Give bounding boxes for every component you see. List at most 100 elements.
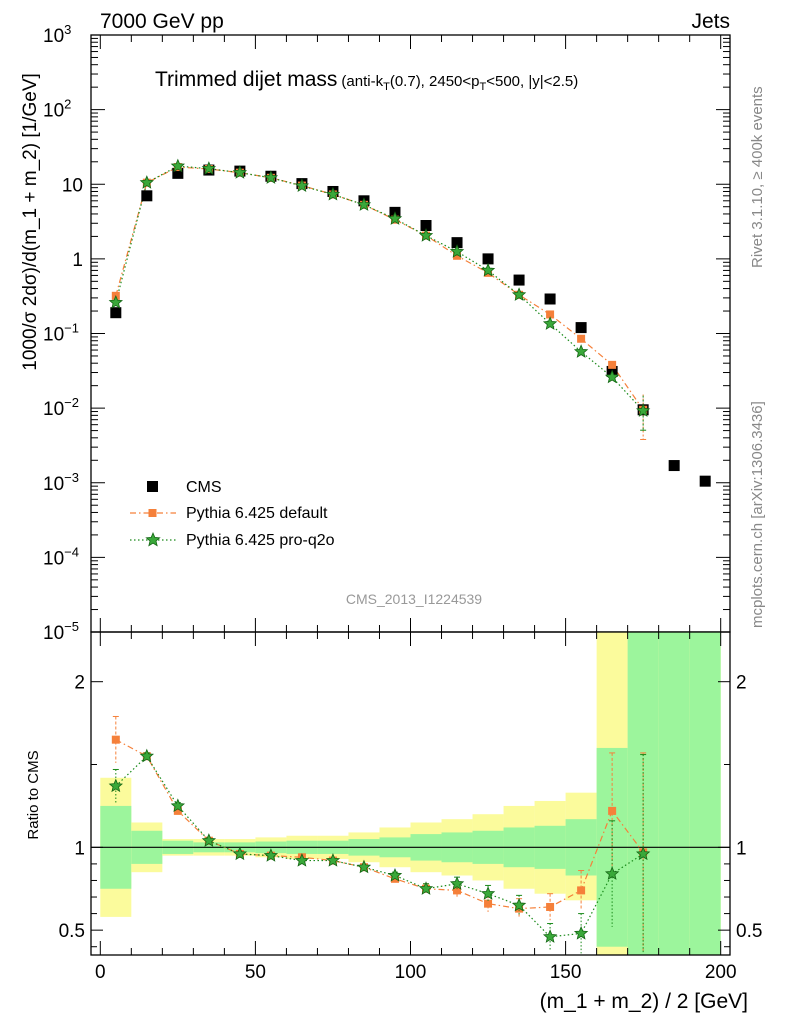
ratio-point-0-11: [453, 886, 462, 895]
xtick-label-3: 150: [550, 962, 582, 983]
cms-point-19: [699, 475, 711, 487]
proq2o-point-14: [542, 316, 558, 330]
cms-point-10: [420, 220, 432, 232]
default-point-16: [608, 360, 617, 369]
ratio-point-1-3: [201, 833, 217, 847]
main-ytick-label-4: 10−1: [43, 321, 79, 346]
proq2o-point-8: [356, 197, 372, 211]
proq2o-point-16: [604, 369, 620, 384]
legend: CMS Pythia 6.425 default Pythia 6.425 pr…: [130, 479, 335, 549]
ratio-point-0-15: [577, 886, 586, 895]
ratio-point-1-14: [542, 929, 558, 943]
proq2o-point-3: [201, 161, 217, 175]
subtitle-part-5: <500, |y|<2.5): [486, 73, 578, 90]
proq2o-point-2: [170, 158, 186, 173]
xtick-label-4: 200: [705, 962, 737, 983]
main-ytick-label-3: 10−2: [43, 395, 79, 420]
chart-subtitle: (anti-kT(0.7), 2450<pT<500, |y|<2.5): [341, 73, 578, 93]
cms-point-11: [451, 237, 463, 249]
ratio-point-1-5: [263, 848, 279, 862]
ratio-point-1-2: [170, 798, 186, 813]
subtitle-part-1: (anti-k: [341, 73, 383, 90]
xtick-label-1: 50: [245, 962, 266, 983]
band-inner-19: [689, 632, 721, 955]
legend-marker-proq2o: [145, 531, 161, 547]
analysis-label: CMS_2013_I1224539: [346, 591, 482, 607]
cms-point-0: [110, 307, 122, 319]
ratio-ytick-label-right-0: 0.5: [736, 921, 762, 942]
ratio-ytick-label-2: 2: [74, 673, 85, 694]
main-ytick-label-7: 102: [43, 97, 71, 122]
main-line-1: [115, 165, 644, 412]
main-ytick-label-2: 10−3: [43, 470, 79, 495]
legend-label-cms: CMS: [186, 479, 222, 496]
x-axis-label: (m_1 + m_2) / 2 [GeV]: [540, 990, 748, 1013]
proq2o-point-0: [108, 294, 123, 309]
subtitle-part-4: T: [480, 81, 487, 93]
proq2o-point-4: [232, 165, 248, 179]
main-ytick-label-0: 10−5: [43, 619, 79, 644]
cms-point-13: [513, 274, 525, 286]
cms-point-14: [544, 293, 556, 305]
ratio-point-0-14: [546, 902, 555, 911]
ratio-point-0-0: [111, 735, 120, 744]
ratio-point-1-12: [480, 886, 496, 900]
main-line-0: [115, 166, 644, 411]
proq2o-point-12: [480, 262, 496, 277]
cms-point-15: [575, 322, 587, 334]
cms-point-12: [482, 253, 494, 265]
ratio-point-1-8: [356, 859, 372, 874]
default-point-15: [577, 334, 586, 343]
ratio-point-1-15: [573, 925, 589, 940]
ratio-point-1-17: [635, 846, 651, 861]
ratio-point-1-16: [604, 866, 620, 880]
proq2o-point-7: [325, 186, 341, 201]
cms-point-2: [172, 167, 184, 179]
ratio-point-1-10: [418, 881, 434, 895]
ratio-line-1: [115, 755, 644, 938]
ratio-point-1-4: [232, 846, 248, 861]
mcplots-label: mcplots.cern.ch [arXiv:1306.3436]: [749, 401, 766, 628]
main-ytick-label-1: 10−4: [43, 544, 79, 569]
proq2o-point-10: [418, 228, 434, 242]
legend-marker-cms: [147, 481, 158, 492]
ratio-point-1-9: [387, 867, 403, 882]
ratio-point-1-11: [449, 876, 465, 890]
main-ytick-label-6: 10: [62, 175, 83, 196]
cms-point-18: [668, 460, 680, 472]
ratio-ytick-label-right-1: 1: [736, 838, 747, 859]
ratio-series: [108, 715, 651, 954]
proq2o-point-9: [387, 211, 403, 225]
proq2o-point-13: [511, 287, 527, 301]
group-label: Jets: [691, 10, 730, 33]
ratio-point-1-13: [511, 897, 527, 912]
ratio-line-0: [115, 739, 644, 910]
collision-label: 7000 GeV pp: [100, 10, 224, 33]
xtick-label-0: 0: [95, 962, 106, 983]
xtick-label-2: 100: [395, 962, 427, 983]
y-axis-label-ratio: Ratio to CMS: [25, 750, 42, 839]
legend-label-default: Pythia 6.425 default: [186, 505, 328, 522]
main-panel: 10−5 10−4 10−3 10−2 10−1 1 10 102 103: [43, 22, 731, 644]
ratio-panel: 0.5 0.5 1 1 2 2 0 50 100 150 200: [59, 631, 762, 983]
ratio-ytick-label-right-2: 2: [736, 673, 747, 694]
legend-label-proq2o: Pythia 6.425 pro-q2o: [186, 532, 335, 549]
ratio-point-1-6: [294, 853, 310, 867]
legend-star-shape: [145, 531, 161, 547]
subtitle-part-2: T: [383, 81, 390, 93]
proq2o-point-11: [449, 244, 465, 258]
ratio-point-1-7: [325, 853, 341, 867]
chart-title: Trimmed dijet mass: [155, 68, 337, 91]
ratio-point-1-0: [108, 778, 123, 793]
ratio-point-1-1: [139, 748, 155, 763]
main-ytick-label-5: 1: [72, 250, 83, 271]
proq2o-point-6: [294, 178, 310, 193]
proq2o-point-1: [139, 175, 155, 189]
proq2o-point-15: [573, 344, 589, 358]
ratio-ytick-label-0: 0.5: [59, 921, 85, 942]
proq2o-point-5: [263, 170, 279, 184]
ratio-point-0-16: [608, 806, 617, 815]
legend-marker-default: [148, 509, 157, 517]
default-point-11: [453, 251, 462, 260]
